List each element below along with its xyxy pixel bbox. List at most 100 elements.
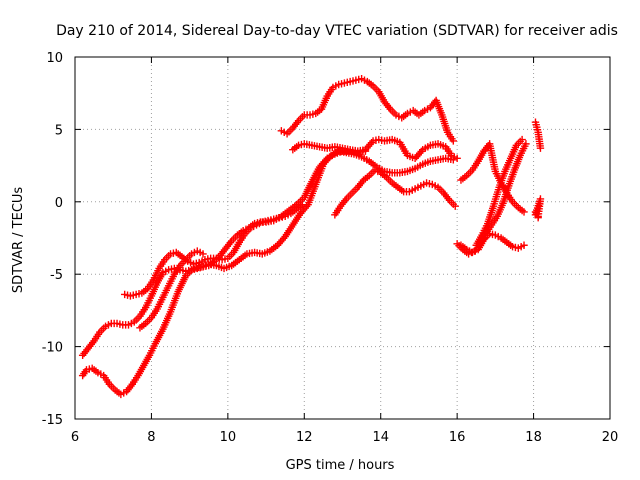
data-point xyxy=(199,250,207,258)
data-point xyxy=(169,249,178,257)
data-point xyxy=(294,141,303,150)
y-tick-label: 5 xyxy=(55,123,63,138)
y-tick-label: -10 xyxy=(42,341,63,356)
data-point xyxy=(453,154,461,163)
data-point xyxy=(261,217,269,226)
x-axis-label: GPS time / hours xyxy=(286,458,395,473)
y-tick-label: 10 xyxy=(46,51,63,66)
data-point xyxy=(488,230,497,239)
data-point xyxy=(167,265,176,273)
data-point xyxy=(201,256,209,264)
series-12 xyxy=(531,118,545,222)
plot-area-frame xyxy=(74,56,611,420)
data-point xyxy=(340,79,349,87)
data-point xyxy=(192,259,201,268)
data-point xyxy=(187,266,196,274)
data-point xyxy=(116,320,124,328)
data-point xyxy=(536,144,545,152)
data-point xyxy=(449,137,458,145)
data-point xyxy=(508,242,517,251)
data-point xyxy=(132,290,140,299)
x-tick-label: 18 xyxy=(525,430,542,445)
x-tick-label: 12 xyxy=(296,430,313,445)
data-point xyxy=(372,136,380,144)
chart-title: Day 210 of 2014, Sidereal Day-to-day VTE… xyxy=(56,23,618,39)
data-point xyxy=(82,366,91,374)
data-point xyxy=(218,256,226,264)
data-point xyxy=(272,214,281,223)
data-point xyxy=(166,250,175,258)
data-point xyxy=(369,137,377,145)
data-series xyxy=(78,75,545,399)
data-point xyxy=(534,214,542,222)
data-point xyxy=(355,75,363,84)
data-point xyxy=(182,267,190,276)
data-point xyxy=(278,213,287,221)
data-point xyxy=(346,77,354,86)
data-point xyxy=(511,243,520,252)
data-point xyxy=(190,265,199,273)
x-tick-label: 6 xyxy=(71,430,79,445)
data-point xyxy=(164,266,173,274)
x-tick-label: 14 xyxy=(372,430,389,445)
data-point xyxy=(520,241,528,249)
series-10 xyxy=(453,140,530,258)
data-point xyxy=(522,140,530,148)
data-point xyxy=(334,80,343,89)
data-point xyxy=(85,365,94,373)
data-point xyxy=(202,262,210,270)
data-point xyxy=(212,254,221,262)
data-point xyxy=(343,78,351,87)
data-point xyxy=(270,215,278,223)
series-3 xyxy=(120,200,307,300)
data-point xyxy=(352,76,360,84)
data-point xyxy=(449,156,458,164)
data-point xyxy=(204,255,212,263)
x-tick-label: 16 xyxy=(449,430,466,445)
data-point xyxy=(425,180,434,188)
y-tick-label: -15 xyxy=(42,413,63,428)
data-point xyxy=(199,263,207,271)
x-tick-label: 8 xyxy=(147,430,155,445)
data-point xyxy=(309,110,317,118)
data-point xyxy=(337,80,346,88)
data-point xyxy=(375,135,383,144)
axis-ticks: 6 8 10 12 14 16 18 20 -15 -10 -5 0 5 10 xyxy=(42,51,619,445)
data-point xyxy=(135,290,143,298)
data-point xyxy=(120,290,129,299)
series-4 xyxy=(136,247,207,332)
y-tick-label: 0 xyxy=(55,196,63,211)
data-point xyxy=(179,266,187,275)
series-7 xyxy=(331,166,459,219)
y-tick-label: -5 xyxy=(50,268,63,283)
data-point xyxy=(349,77,357,85)
data-point xyxy=(422,179,431,187)
data-point xyxy=(258,218,266,226)
data-point xyxy=(184,266,193,275)
data-point xyxy=(221,255,229,263)
x-tick-label: 10 xyxy=(220,430,237,445)
data-point xyxy=(196,263,204,272)
data-point xyxy=(129,291,137,299)
series-6 xyxy=(289,135,461,163)
data-point xyxy=(123,291,132,299)
series-5 xyxy=(277,75,458,145)
data-point xyxy=(298,200,307,209)
data-point xyxy=(189,260,198,268)
gridlines xyxy=(75,57,610,419)
data-point xyxy=(518,135,526,144)
y-axis-label: SDTVAR / TECUs xyxy=(11,187,26,294)
series-11 xyxy=(472,135,526,249)
data-point xyxy=(113,319,121,328)
data-point xyxy=(193,264,201,273)
data-point xyxy=(267,216,275,224)
data-point xyxy=(520,208,528,216)
data-point xyxy=(451,202,459,210)
data-point xyxy=(126,292,135,300)
data-point xyxy=(275,214,284,222)
data-point xyxy=(306,111,314,119)
x-tick-label: 20 xyxy=(602,430,619,445)
